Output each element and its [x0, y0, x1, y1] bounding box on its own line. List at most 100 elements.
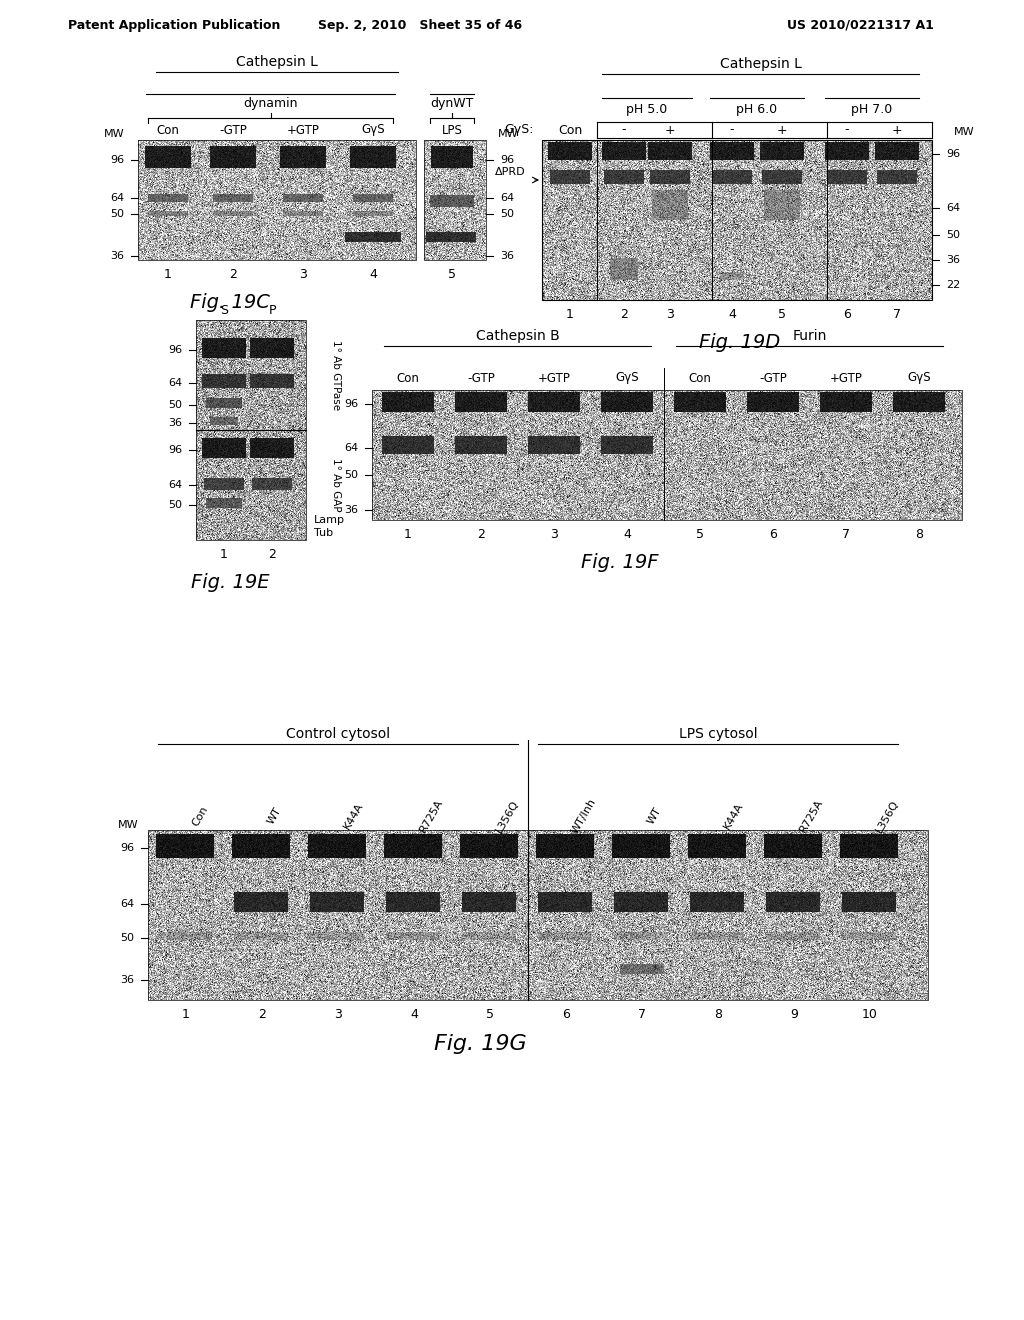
Text: Con: Con	[190, 804, 210, 828]
Text: 96: 96	[168, 345, 182, 355]
Text: Con: Con	[396, 371, 420, 384]
Text: 4: 4	[728, 308, 736, 321]
Text: 5: 5	[449, 268, 456, 281]
Text: MW: MW	[118, 820, 138, 830]
Text: 6: 6	[843, 308, 851, 321]
Text: 2: 2	[268, 548, 275, 561]
Bar	[138, 140, 416, 260]
Text: Control cytosol: Control cytosol	[286, 727, 390, 741]
Text: Fig. 19F: Fig. 19F	[582, 553, 658, 572]
Text: 64: 64	[946, 203, 961, 213]
Text: K44A: K44A	[342, 801, 366, 832]
Text: 4: 4	[369, 268, 377, 281]
Text: 64: 64	[344, 444, 358, 453]
Text: 7: 7	[893, 308, 901, 321]
Text: 96: 96	[120, 843, 134, 853]
Text: 1: 1	[404, 528, 412, 540]
Text: 8: 8	[714, 1007, 722, 1020]
Text: 6: 6	[562, 1007, 570, 1020]
Text: pH 6.0: pH 6.0	[736, 103, 777, 116]
Text: Con: Con	[688, 371, 712, 384]
Text: 4: 4	[623, 528, 631, 540]
Text: 36: 36	[110, 251, 124, 261]
Text: *: *	[652, 962, 658, 975]
Text: Patent Application Publication: Patent Application Publication	[68, 18, 281, 32]
Text: 2: 2	[621, 308, 628, 321]
Text: MW: MW	[103, 129, 124, 139]
Text: 5: 5	[696, 528, 705, 540]
Text: 5: 5	[486, 1007, 494, 1020]
Text: 2: 2	[229, 268, 237, 281]
Text: WT: WT	[266, 805, 284, 826]
Text: 3: 3	[550, 528, 558, 540]
Text: S: S	[220, 304, 228, 317]
Text: Tub: Tub	[314, 528, 333, 539]
Text: +: +	[776, 124, 787, 136]
Text: K44A: K44A	[722, 801, 745, 832]
Text: 50: 50	[120, 933, 134, 942]
Text: 64: 64	[168, 378, 182, 388]
Text: 5: 5	[778, 308, 786, 321]
Text: LPS cytosol: LPS cytosol	[679, 727, 758, 741]
Text: GγS: GγS	[361, 124, 385, 136]
Bar	[542, 140, 932, 300]
Text: 50: 50	[344, 470, 358, 480]
Text: Fig. 19D: Fig. 19D	[699, 333, 780, 351]
Text: 3: 3	[334, 1007, 342, 1020]
Text: 1: 1	[182, 1007, 189, 1020]
Text: 50: 50	[500, 209, 514, 219]
Text: -: -	[845, 124, 849, 136]
Text: 64: 64	[110, 193, 124, 203]
Text: 64: 64	[500, 193, 514, 203]
Text: Sep. 2, 2010   Sheet 35 of 46: Sep. 2, 2010 Sheet 35 of 46	[317, 18, 522, 32]
Text: US 2010/0221317 A1: US 2010/0221317 A1	[786, 18, 934, 32]
Text: 2: 2	[258, 1007, 266, 1020]
Text: 9: 9	[791, 1007, 798, 1020]
Text: Con: Con	[558, 124, 582, 136]
Bar	[372, 389, 962, 520]
Text: 1: 1	[164, 268, 172, 281]
Text: -GTP: -GTP	[759, 371, 786, 384]
Text: 36: 36	[344, 506, 358, 515]
Text: pH 5.0: pH 5.0	[627, 103, 668, 116]
Text: dynamin: dynamin	[244, 98, 298, 111]
Text: 10: 10	[862, 1007, 878, 1020]
Text: 64: 64	[168, 480, 182, 490]
Text: 96: 96	[168, 445, 182, 455]
Text: 96: 96	[946, 149, 961, 158]
Text: 36: 36	[120, 975, 134, 985]
Text: R725A: R725A	[798, 797, 825, 834]
Text: 8: 8	[915, 528, 923, 540]
Text: -GTP: -GTP	[219, 124, 247, 136]
Text: +: +	[892, 124, 902, 136]
Bar	[424, 140, 486, 260]
Text: 50: 50	[110, 209, 124, 219]
Text: 7: 7	[638, 1007, 646, 1020]
Text: -: -	[622, 124, 627, 136]
Text: Cathepsin B: Cathepsin B	[475, 329, 559, 343]
Text: 2: 2	[477, 528, 485, 540]
Text: GγS:: GγS:	[505, 124, 534, 136]
Text: ΔPRD: ΔPRD	[495, 168, 525, 177]
Text: +: +	[665, 124, 675, 136]
Text: 1° Ab GTPase: 1° Ab GTPase	[331, 341, 341, 411]
Text: Lamp: Lamp	[314, 515, 345, 525]
Text: 36: 36	[946, 255, 961, 265]
Text: P: P	[268, 304, 275, 317]
Text: 96: 96	[500, 154, 514, 165]
Text: -GTP: -GTP	[467, 371, 495, 384]
Text: 4: 4	[410, 1007, 418, 1020]
Text: Cathepsin L: Cathepsin L	[720, 57, 802, 71]
Text: 50: 50	[946, 230, 961, 240]
Text: 36: 36	[500, 251, 514, 261]
Text: MW: MW	[498, 129, 518, 139]
Text: 1: 1	[566, 308, 573, 321]
Text: pH 7.0: pH 7.0	[851, 103, 893, 116]
Text: 64: 64	[120, 899, 134, 909]
Text: L356Q: L356Q	[494, 797, 520, 834]
Text: 6: 6	[769, 528, 777, 540]
Text: L356Q: L356Q	[874, 797, 901, 834]
Text: Furin: Furin	[793, 329, 826, 343]
Text: +GTP: +GTP	[829, 371, 862, 384]
Text: Fig. 19E: Fig. 19E	[190, 573, 269, 591]
